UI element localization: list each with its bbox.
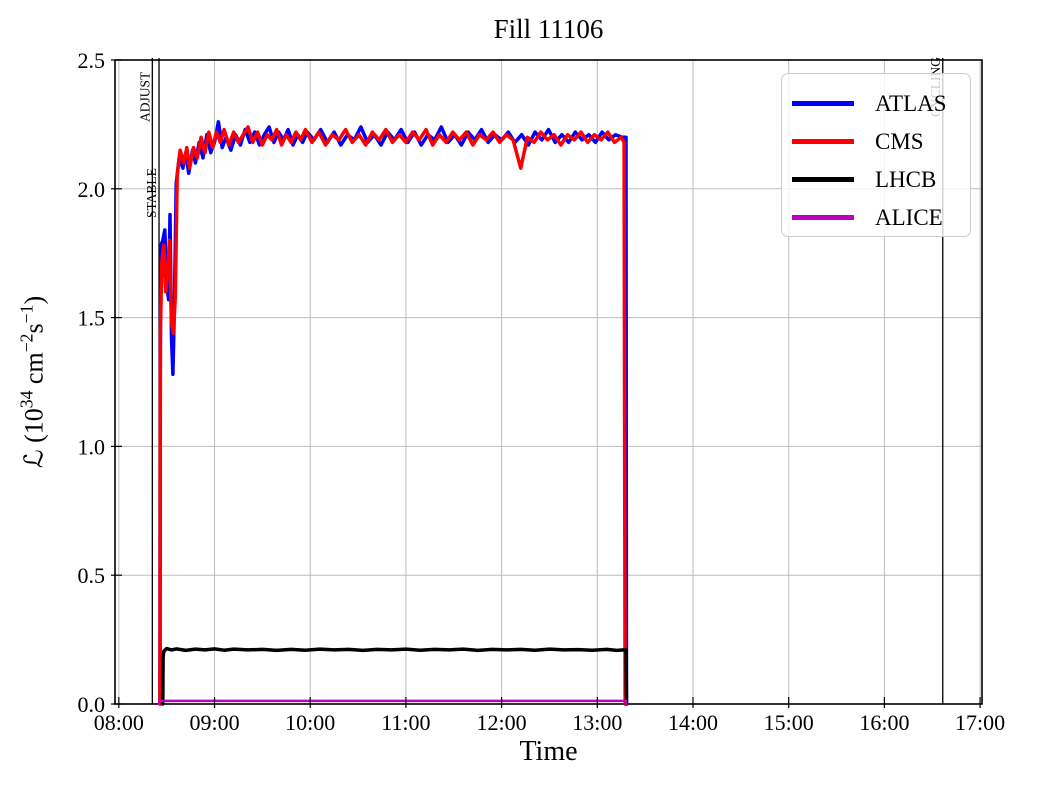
x-tick-label: 13:00: [572, 710, 622, 735]
y-tick-label: 2.0: [78, 177, 106, 202]
series-line-atlas: [158, 120, 629, 706]
legend-label-atlas: ATLAS: [875, 90, 947, 116]
x-tick-label: 16:00: [859, 710, 909, 735]
series-line-alice: [157, 699, 628, 706]
x-axis-label: Time: [519, 736, 578, 767]
series-line-lhcb: [161, 646, 629, 706]
x-tick-label: 08:00: [94, 710, 144, 735]
y-tick-label: 0.5: [78, 563, 106, 588]
legend-item-atlas: ATLAS: [792, 84, 970, 122]
x-tick-label: 14:00: [668, 710, 718, 735]
cms-line-swatch: [792, 138, 854, 144]
legend-item-alice: ALICE: [792, 198, 970, 236]
y-tick-label: 1.0: [78, 434, 106, 459]
alice-line-swatch: [792, 214, 854, 220]
x-tick-label: 10:00: [285, 710, 335, 735]
legend-label-lhcb: LHCB: [875, 166, 937, 192]
axes-frame: [114, 59, 983, 705]
legend: ATLAS CMS LHCB ALICE: [781, 73, 971, 237]
x-tick-label: 17:00: [955, 710, 1005, 735]
legend-label-cms: CMS: [875, 128, 924, 154]
chart-title: Fill 11106: [493, 14, 604, 44]
y-tick-label: 2.5: [78, 48, 106, 73]
y-tick-label: 1.5: [78, 306, 106, 331]
x-tick-label: 15:00: [764, 710, 814, 735]
legend-item-cms: CMS: [792, 122, 970, 160]
beam-mode-label-adjust: ADJUST: [137, 71, 152, 122]
series-line-cms: [158, 125, 627, 706]
lhcb-line-swatch: [792, 176, 854, 182]
x-tick-label: 11:00: [381, 710, 430, 735]
x-tick-label: 09:00: [189, 710, 239, 735]
atlas-line-swatch: [792, 100, 854, 106]
legend-item-lhcb: LHCB: [792, 160, 970, 198]
x-tick-label: 12:00: [477, 710, 527, 735]
legend-label-alice: ALICE: [875, 204, 943, 230]
beam-mode-label-stable: STABLE: [144, 168, 159, 218]
y-tick-label: 0.0: [78, 692, 106, 717]
